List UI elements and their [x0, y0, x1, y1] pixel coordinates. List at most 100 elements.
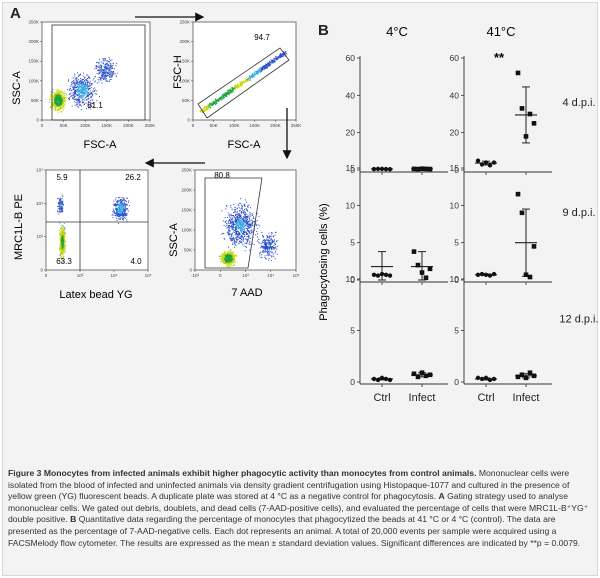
plot3-gate-value: 80.8	[214, 171, 230, 180]
plot2-xtick: 50K	[210, 123, 218, 128]
panel-b-ylabel: Phagocytosing cells (%)	[318, 203, 330, 320]
data-point-ctrl	[491, 376, 497, 382]
plot2-ytick: 50K	[182, 98, 190, 103]
y-tick-label: 5	[350, 238, 355, 248]
plot1-gate	[51, 24, 146, 121]
scatter-chart-4C-12dpi: 0 5 10 Ctrl Infect	[346, 274, 448, 404]
y-tick-label: 10	[346, 274, 356, 284]
scatter-chart-41C-12dpi: 0 5 10 Ctrl Infect 12 d.p.i.	[450, 274, 599, 404]
plot2-ylabel: FSC-H	[172, 55, 184, 89]
data-point-infect	[515, 191, 521, 197]
plot2-gate-value: 94.7	[254, 33, 270, 42]
data-point-ctrl	[475, 158, 481, 163]
panel-b-phagocytosis-charts: 4°C 41°C Phagocytosing cells (%) ** 0 20 4…	[318, 24, 599, 404]
data-point-ctrl	[383, 376, 389, 382]
data-point-infect	[531, 373, 537, 379]
plot4-q-ll: 63.3	[56, 257, 72, 266]
data-point-ctrl	[491, 271, 497, 277]
data-point-ctrl	[379, 166, 385, 172]
data-point-infect	[531, 121, 537, 126]
caption-lead: Figure 3 Monocytes from infected animals…	[8, 468, 477, 478]
data-point-infect	[527, 111, 533, 117]
data-point-ctrl	[379, 271, 385, 277]
data-point-infect	[427, 166, 433, 172]
plot1-xtick: 150K	[102, 123, 113, 128]
data-point-ctrl	[375, 377, 381, 383]
data-point-ctrl	[375, 166, 381, 172]
data-point-infect	[527, 370, 533, 376]
col-header-4c: 4°C	[386, 24, 408, 39]
plot2-gate	[197, 47, 290, 119]
plot3-xtick: 10⁴	[267, 273, 274, 278]
plot4-ytick: 10⁵	[36, 168, 43, 173]
plot1-ytick: 50K	[31, 98, 39, 103]
plot1-ytick: 150K	[28, 59, 39, 64]
row-label: 4 d.p.i.	[562, 97, 595, 109]
row-label: 9 d.p.i.	[562, 207, 595, 219]
plot2-xtick: 150K	[250, 123, 261, 128]
y-tick-label: 5	[454, 238, 459, 248]
plot1-xtick: 0	[41, 123, 44, 128]
data-point-ctrl	[487, 273, 493, 278]
data-point-ctrl	[483, 375, 489, 381]
plot4-ytick: 0	[40, 268, 43, 273]
plot1-ytick: 200K	[28, 39, 39, 44]
data-point-infect	[423, 275, 429, 281]
plot1-ytick: 100K	[28, 78, 39, 83]
data-point-infect	[419, 370, 425, 376]
y-tick-label: 0	[350, 377, 355, 387]
data-point-ctrl	[371, 272, 377, 277]
y-tick-label: 5	[454, 326, 459, 336]
data-point-infect	[415, 262, 421, 268]
y-tick-label: 10	[450, 274, 460, 284]
data-point-ctrl	[375, 273, 381, 278]
data-point-infect	[419, 166, 425, 171]
plot3-xtick: 10⁵	[293, 273, 300, 278]
plot2-ytick: 200K	[179, 39, 190, 44]
scatter-chart-4C-9dpi: 0 5 10 15	[346, 163, 448, 285]
plot1-gate-value: 81.1	[87, 101, 103, 110]
data-point-infect	[523, 272, 529, 278]
y-tick-label: 60	[346, 53, 356, 63]
plot3-gate	[204, 177, 263, 269]
plot3-ytick: 250K	[181, 168, 192, 173]
plot3-area	[194, 169, 297, 271]
plot1-xtick: 200K	[123, 123, 134, 128]
plot4-ytick: 10⁴	[36, 201, 43, 206]
scatter-chart-41C-9dpi: 0 5 10 15 9 d.p.i.	[450, 163, 596, 285]
data-point-infect	[419, 270, 425, 275]
plot4-ytick: 10³	[36, 234, 43, 239]
y-tick-label: 15	[450, 163, 460, 173]
plot1-xtick: 50K	[60, 123, 68, 128]
y-tick-label: 20	[346, 128, 356, 138]
y-tick-label: 15	[346, 163, 356, 173]
data-point-ctrl	[371, 376, 377, 382]
x-category-label: Ctrl	[477, 392, 494, 404]
caption-b-text: Quantitative data regarding the percenta…	[8, 514, 581, 548]
data-point-infect	[427, 372, 433, 378]
y-tick-label: 60	[450, 53, 460, 63]
plot2-ytick: 0	[187, 118, 190, 123]
data-point-infect	[519, 210, 525, 216]
caption-body: Mononuclear cells were isolated from the…	[8, 468, 570, 502]
y-tick-label: 40	[346, 90, 356, 100]
plot1-ytick: 0	[36, 118, 39, 123]
plot2-ytick: 150K	[179, 59, 190, 64]
flow-plot-mrc1l-yg: 0 10³ 10⁴ 10⁵ 0 10³ 10⁴ 10⁵	[36, 168, 152, 279]
data-point-infect	[527, 274, 533, 280]
plot4-xtick: 0	[45, 273, 48, 278]
plot2-xtick: 200K	[270, 123, 281, 128]
scatter-chart-41C-4dpi: 0 20 40 60 4 d.p.i.	[450, 53, 596, 175]
y-tick-label: 0	[454, 377, 459, 387]
plot2-ytick: 250K	[179, 20, 190, 25]
plot1-xtick: 100K	[80, 123, 91, 128]
data-point-infect	[531, 244, 537, 249]
data-point-infect	[415, 166, 421, 172]
plot1-xlabel: FSC-A	[84, 139, 118, 151]
plot4-xlabel: Latex bead YG	[59, 289, 132, 301]
data-point-ctrl	[483, 160, 489, 165]
plot3-ytick: 100K	[181, 228, 192, 233]
data-point-ctrl	[479, 271, 485, 277]
plot2-xtick: 250K	[291, 123, 302, 128]
